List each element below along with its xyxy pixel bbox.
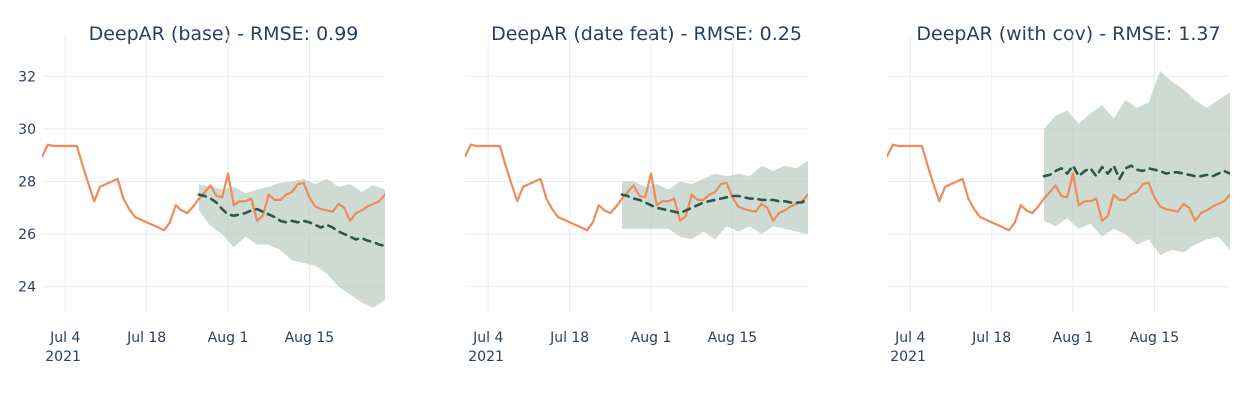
actual-series-line [887, 143, 1230, 232]
x-tick-label: Jul 4 [472, 330, 503, 346]
y-tick-label: 32 [18, 69, 36, 85]
x-tick-sublabel: 2021 [890, 349, 926, 365]
actual-series-line [465, 143, 808, 232]
x-tick-label: Aug 15 [708, 330, 758, 346]
y-tick-label: 28 [18, 175, 36, 191]
x-tick-sublabel: 2021 [468, 349, 504, 365]
chart-panel-2: DeepAR (date feat) - RMSE: 0.25 Jul 4 2021… [465, 23, 808, 365]
x-tick-sublabel: 2021 [45, 349, 81, 365]
x-tick-label: Jul 18 [126, 330, 166, 346]
chart-title: DeepAR (date feat) - RMSE: 0.25 [491, 23, 802, 45]
forecast-interval-band [1044, 71, 1230, 256]
x-tick-label: Aug 15 [285, 330, 335, 346]
y-tick-label: 30 [18, 122, 36, 138]
chart-title: DeepAR (base) - RMSE: 0.99 [89, 23, 359, 45]
chart-panel-3: DeepAR (with cov) - RMSE: 1.37 Jul 4 2021 J… [887, 23, 1230, 365]
x-tick-label: Aug 1 [1053, 330, 1094, 346]
plot-area [465, 143, 808, 240]
actual-series-line [42, 143, 385, 232]
x-tick-label: Jul 4 [894, 330, 925, 346]
y-tick-label: 26 [18, 227, 36, 243]
forecast-interval-band [199, 178, 385, 308]
forecast-median-line [1042, 164, 1230, 181]
x-tick-label: Aug 1 [631, 330, 672, 346]
plot-area [42, 143, 385, 308]
x-tick-label: Jul 18 [971, 330, 1011, 346]
x-tick-label: Aug 15 [1130, 330, 1180, 346]
x-tick-label: Jul 4 [49, 330, 80, 346]
y-tick-label: 24 [18, 280, 36, 296]
chart-title: DeepAR (with cov) - RMSE: 1.37 [916, 23, 1220, 45]
x-tick-label: Jul 18 [549, 330, 589, 346]
plot-area [887, 71, 1230, 256]
x-tick-label: Aug 1 [208, 330, 249, 346]
forecast-median-line [620, 193, 808, 215]
chart-panel-1: DeepAR (base) - RMSE: 0.99 24 26 28 30 32 Jul … [18, 23, 385, 365]
forecast-median-line [197, 193, 385, 248]
